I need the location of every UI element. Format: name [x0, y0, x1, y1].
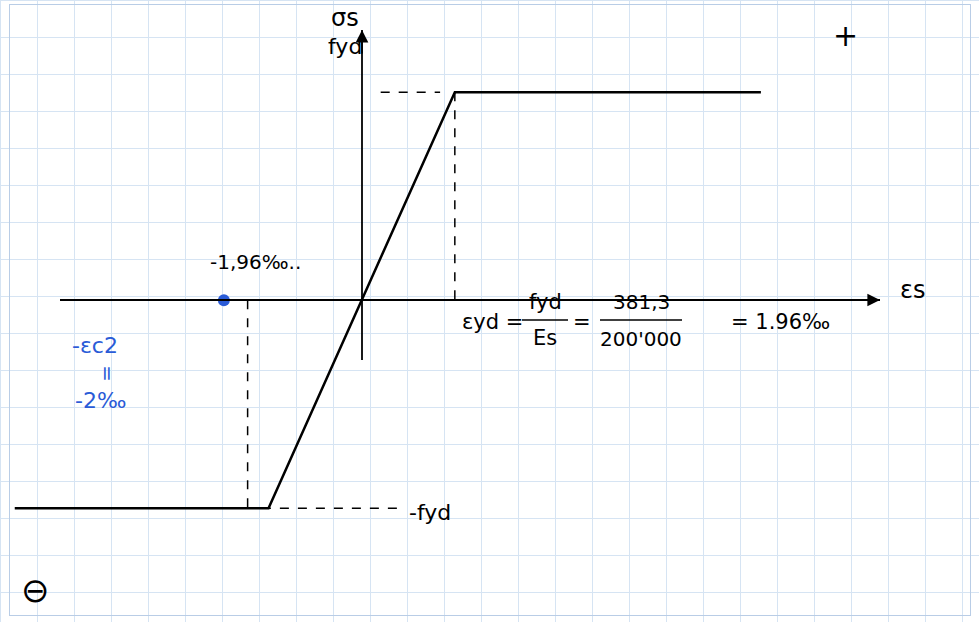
svg-text:fyd: fyd: [529, 290, 562, 314]
svg-text:+: +: [833, 18, 858, 53]
svg-text:εyd =: εyd =: [462, 310, 523, 334]
svg-text:⊖: ⊖: [21, 570, 50, 610]
svg-text:=: =: [573, 310, 591, 334]
svg-text:-1,96‰..: -1,96‰..: [210, 250, 301, 274]
svg-text:εs: εs: [900, 276, 925, 304]
svg-text:-2‰: -2‰: [75, 388, 126, 413]
svg-text:381,3: 381,3: [613, 290, 670, 314]
svg-text:-fyd: -fyd: [409, 500, 451, 525]
svg-text:=: =: [96, 365, 120, 382]
svg-text:-εc2: -εc2: [72, 333, 118, 358]
svg-text:200'000: 200'000: [600, 327, 682, 351]
svg-text:Es: Es: [533, 326, 557, 350]
svg-text:= 1.96‰: = 1.96‰: [731, 310, 830, 334]
svg-text:σs: σs: [331, 4, 359, 32]
svg-text:fyd: fyd: [328, 34, 362, 59]
